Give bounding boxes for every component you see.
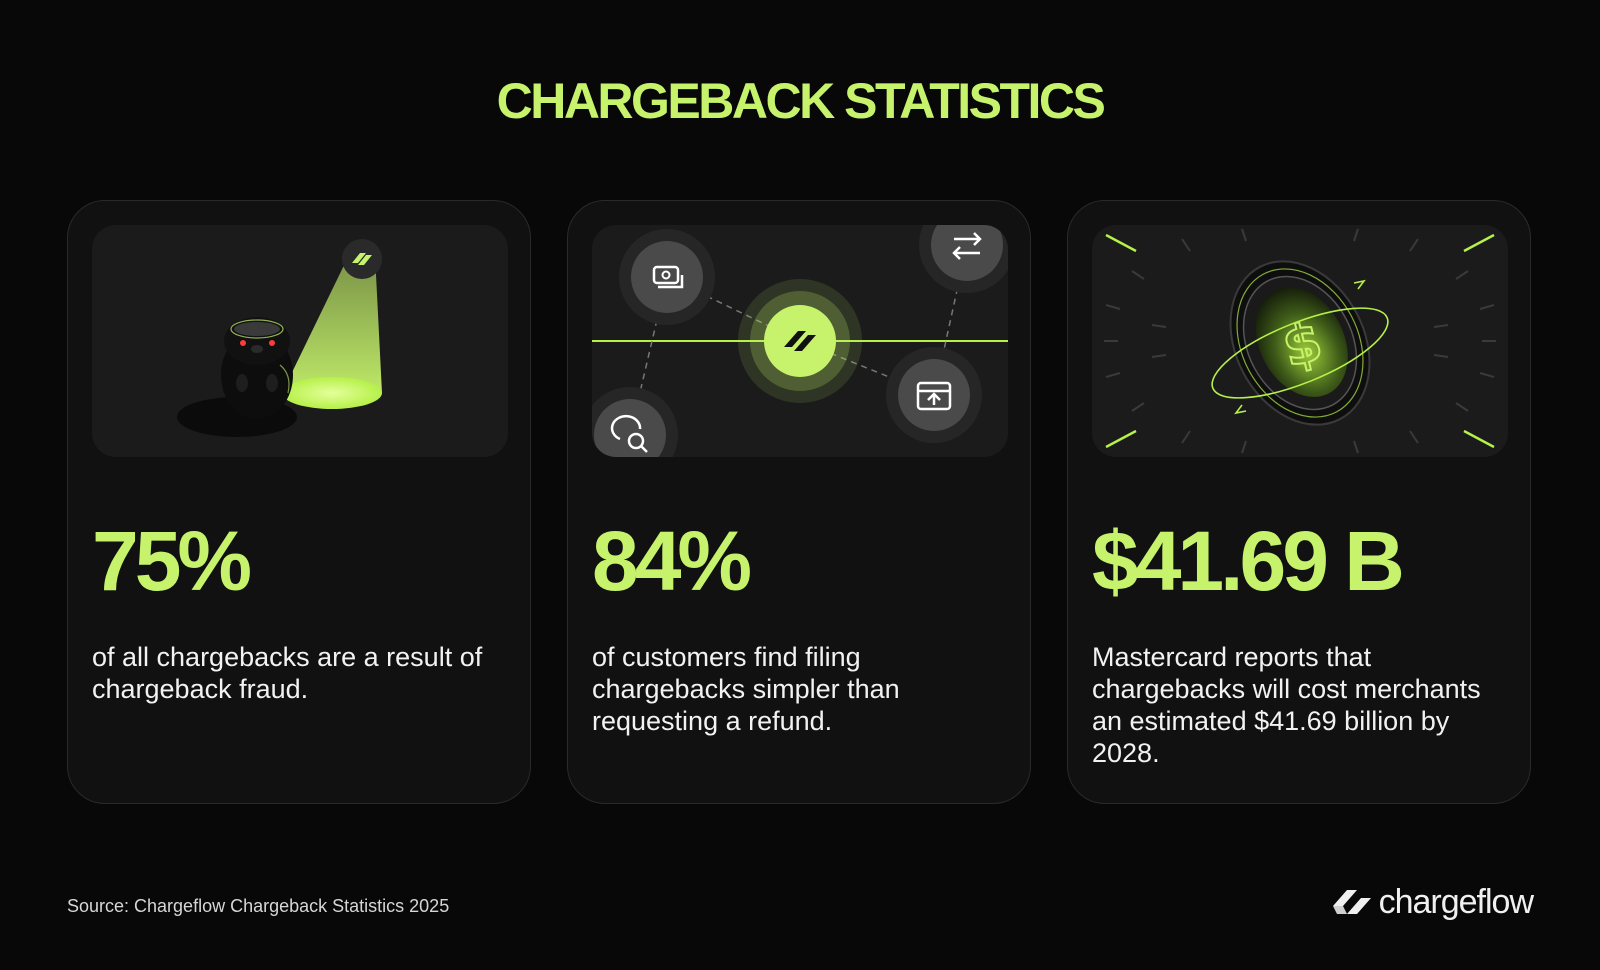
stat-value: 75% — [92, 514, 252, 608]
coin-illustration: $ — [1092, 225, 1508, 457]
brand-logo-icon — [738, 279, 862, 403]
package-upload-icon — [886, 347, 982, 443]
transfer-icon — [919, 225, 1008, 293]
stat-description: of customers find filing chargebacks sim… — [592, 642, 900, 736]
cash-icon — [619, 229, 715, 325]
page-title: CHARGEBACK STATISTICS — [496, 73, 1106, 129]
beaver-mascot — [221, 317, 293, 419]
corner-accents — [1105, 233, 1495, 449]
spotlight-illustration — [92, 225, 508, 457]
spotlight-beaver-illustration — [177, 239, 382, 437]
dollar-coin-icon — [1229, 260, 1371, 426]
stat-value: $41.69 B — [1092, 514, 1405, 608]
stat-card-cost: $ $41.69 B Mastercard reports that charg… — [1067, 200, 1531, 804]
stat-value: 84% — [592, 514, 752, 608]
brand-logo: chargeflow — [1331, 883, 1534, 921]
radial-ticks — [1104, 228, 1496, 454]
stat-description: Mastercard reports that chargebacks will… — [1092, 642, 1481, 768]
network-illustration — [592, 225, 1008, 457]
network-nodes-illustration — [592, 225, 1008, 457]
spinning-dollar-coin-illustration: $ — [1104, 228, 1496, 454]
stat-description: of all chargebacks are a result of charg… — [92, 642, 483, 704]
stat-card-fraud: 75% of all chargebacks are a result of c… — [67, 200, 531, 804]
chargeflow-logo-icon — [1332, 890, 1371, 914]
source-note: Source: Chargeflow Chargeback Statistics… — [67, 896, 450, 916]
stat-card-customers: 84% of customers find filing chargebacks… — [567, 200, 1031, 804]
chat-search-icon — [592, 387, 678, 457]
chargeflow-logo-icon — [342, 239, 382, 279]
brand-name: chargeflow — [1378, 883, 1534, 921]
